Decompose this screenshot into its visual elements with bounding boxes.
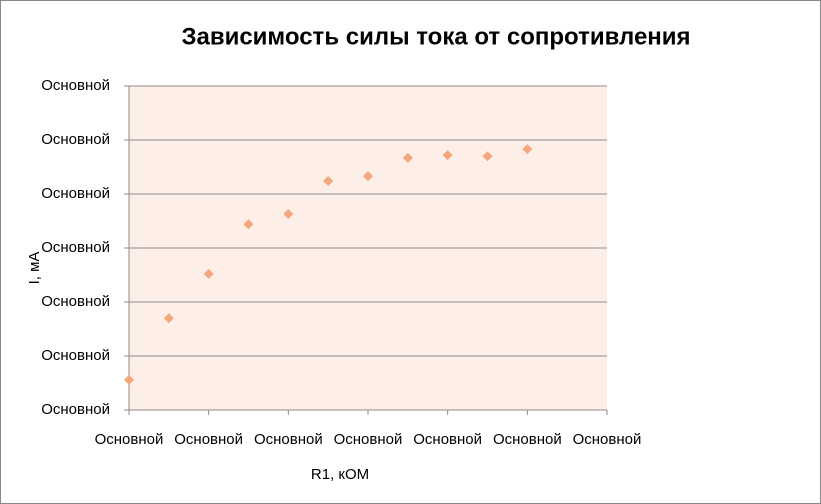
marker xyxy=(482,151,493,162)
x-tick-label: Основной xyxy=(493,431,562,448)
marker xyxy=(323,176,334,187)
y-tick-label: Основной xyxy=(41,131,110,148)
marker xyxy=(124,374,134,385)
x-tick-label: Основной xyxy=(95,431,164,448)
marker xyxy=(402,152,413,163)
y-tick-label: Основной xyxy=(41,239,110,256)
x-tick-label: Основной xyxy=(334,431,403,448)
marker xyxy=(163,313,174,324)
y-tick-label: Основной xyxy=(41,185,110,202)
chart-title: Зависимость силы тока от сопротивления xyxy=(181,23,690,50)
marker xyxy=(522,144,533,155)
x-tick-label: Основной xyxy=(573,431,642,448)
y-tick-label: Основной xyxy=(41,293,110,310)
marker xyxy=(243,219,254,230)
y-axis-title: I, мА xyxy=(26,252,43,285)
y-tick-label: Основной xyxy=(41,77,110,94)
y-tick-label: Основной xyxy=(41,347,110,364)
y-tick-label: Основной xyxy=(41,401,110,418)
x-axis-title: R1, кОМ xyxy=(311,466,369,483)
marker xyxy=(363,171,373,182)
x-tick-label: Основной xyxy=(413,431,482,448)
marker xyxy=(283,208,294,219)
marker xyxy=(442,150,453,161)
marker xyxy=(203,268,214,279)
x-tick-label: Основной xyxy=(254,431,323,448)
x-tick-label: Основной xyxy=(174,431,243,448)
